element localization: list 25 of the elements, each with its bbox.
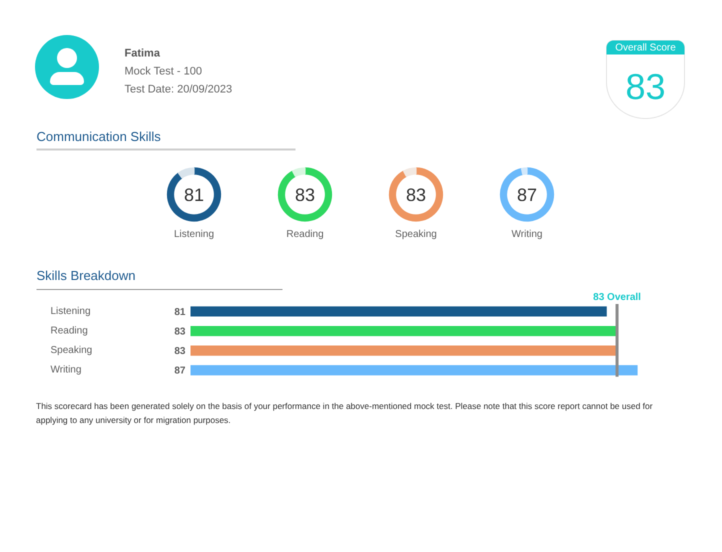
data-label: 83: [294, 185, 316, 205]
ref-line-label: 83 Overall: [593, 292, 642, 304]
data-label: 81: [184, 185, 204, 205]
text: Skills Breakdown: [36, 268, 136, 283]
y-tick-label: Reading: [50, 326, 88, 337]
text: Writing: [512, 229, 542, 240]
text: Fatima: [124, 48, 161, 60]
text: Reading: [286, 229, 324, 240]
y-tick-label: Speaking: [50, 345, 92, 356]
data-label: 83: [174, 346, 186, 358]
data-label: 83: [406, 185, 426, 205]
text: Communication Skills: [36, 129, 162, 144]
data-label: 81: [174, 306, 186, 318]
text: 83: [625, 66, 666, 107]
data-label: 83: [174, 326, 186, 338]
text: Speaking: [395, 229, 437, 240]
text: Listening: [174, 229, 214, 240]
y-tick-label: Listening: [50, 306, 91, 317]
data-label: 87: [516, 185, 538, 205]
text: This scorecard has been generated solely on the basis of your performance in the above-mentioned mock test. Please note that this score report cannot be used for applying to any university or for migration purposes.: [36, 400, 654, 427]
text: Mock Test - 100: [124, 66, 202, 78]
text: Test Date: 20/09/2023: [124, 84, 232, 96]
data-label: 87: [174, 366, 186, 377]
y-tick-label: Writing: [50, 364, 82, 376]
text: Overall Score: [615, 42, 676, 54]
